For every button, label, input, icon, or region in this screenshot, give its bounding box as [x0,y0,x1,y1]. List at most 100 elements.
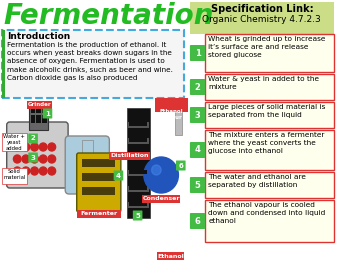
Text: Condenser: Condenser [142,196,180,201]
Circle shape [48,167,56,175]
FancyBboxPatch shape [190,213,205,229]
Bar [42,105,47,113]
Bar [127,154,149,160]
Circle shape [22,143,30,151]
Bar [83,187,115,195]
FancyBboxPatch shape [190,142,205,158]
Circle shape [31,155,38,163]
Circle shape [39,143,47,151]
Bar [77,210,121,218]
Text: Ethanol: Ethanol [158,254,184,259]
Bar [130,186,147,190]
Circle shape [48,143,56,151]
Circle shape [13,143,21,151]
Bar [36,105,41,113]
Bar [127,170,149,176]
Text: 3: 3 [31,154,36,160]
FancyBboxPatch shape [176,160,186,170]
Bar [130,170,147,174]
Text: Water +
yeast
added: Water + yeast added [4,134,25,151]
Circle shape [144,157,178,193]
Text: The water and ethanol are
separated by distillation: The water and ethanol are separated by d… [208,174,306,188]
Bar [31,115,35,123]
Bar [130,202,147,206]
Circle shape [22,155,30,163]
FancyBboxPatch shape [29,105,48,130]
Bar [82,140,93,154]
Bar [130,138,147,142]
Text: The mixture enters a fermenter
where the yeast converts the
glucose into ethanol: The mixture enters a fermenter where the… [208,132,324,154]
Text: 4: 4 [195,145,201,154]
Bar [127,138,149,144]
Bar [130,122,147,126]
Circle shape [152,165,161,175]
Bar [127,186,149,192]
FancyBboxPatch shape [114,170,123,180]
Bar [36,115,41,123]
Text: Ethanol
vapour: Ethanol vapour [160,109,183,120]
Bar [27,101,52,109]
Bar [2,168,27,184]
Text: 6: 6 [195,216,201,225]
Text: Distillation: Distillation [110,153,149,158]
Text: 1: 1 [195,48,201,58]
Bar [127,122,149,128]
Circle shape [13,155,21,163]
FancyBboxPatch shape [133,210,142,220]
Bar [31,105,35,113]
Text: 1: 1 [45,110,50,117]
Text: Organic Chemistry 4.7.2.3: Organic Chemistry 4.7.2.3 [202,15,321,24]
Bar [83,173,115,181]
FancyBboxPatch shape [77,153,121,212]
Bar [130,154,147,158]
Bar [42,115,47,123]
Circle shape [39,167,47,175]
Text: The ethanol vapour is cooled
down and condensed into liquid
ethanol: The ethanol vapour is cooled down and co… [208,202,326,224]
Text: 5: 5 [195,180,201,190]
Bar [83,159,115,167]
Bar [2,133,27,151]
Bar [109,152,150,160]
Circle shape [48,155,56,163]
FancyBboxPatch shape [28,153,38,163]
Text: 3: 3 [195,110,201,119]
FancyBboxPatch shape [28,134,38,144]
Text: Solid
material: Solid material [3,169,26,180]
FancyBboxPatch shape [43,109,52,119]
Text: Introduction: Introduction [7,32,70,41]
Text: Large pieces of solid material is
separated from the liquid: Large pieces of solid material is separa… [208,104,326,118]
Text: 6: 6 [178,163,183,169]
Text: 2: 2 [195,83,201,92]
FancyBboxPatch shape [190,107,205,123]
FancyBboxPatch shape [190,79,205,95]
FancyBboxPatch shape [205,130,334,170]
Bar [155,98,188,112]
Bar [175,105,182,135]
Text: Fermentation: Fermentation [4,2,214,30]
Text: Grinder: Grinder [28,102,51,107]
Bar [2,100,188,261]
Text: Fermenter: Fermenter [80,211,117,216]
Circle shape [13,167,21,175]
Circle shape [31,143,38,151]
Text: 2: 2 [31,135,35,141]
FancyBboxPatch shape [65,136,109,194]
Text: Fermentation is the production of ethanol. It
occurs when yeast breaks down suga: Fermentation is the production of ethano… [7,42,173,81]
FancyBboxPatch shape [205,102,334,128]
Text: Water & yeast in added to the
mixture: Water & yeast in added to the mixture [208,76,319,90]
Circle shape [22,167,30,175]
Circle shape [31,167,38,175]
FancyBboxPatch shape [205,200,334,242]
Bar [142,195,180,203]
Circle shape [39,155,47,163]
Text: Specification Link:: Specification Link: [211,4,313,14]
Text: 4: 4 [116,173,121,179]
Bar [127,108,150,218]
FancyBboxPatch shape [7,122,68,188]
Bar [157,252,184,260]
FancyBboxPatch shape [190,177,205,193]
FancyBboxPatch shape [205,34,334,72]
Text: 5: 5 [135,213,140,219]
FancyBboxPatch shape [2,30,184,98]
FancyBboxPatch shape [190,2,334,34]
